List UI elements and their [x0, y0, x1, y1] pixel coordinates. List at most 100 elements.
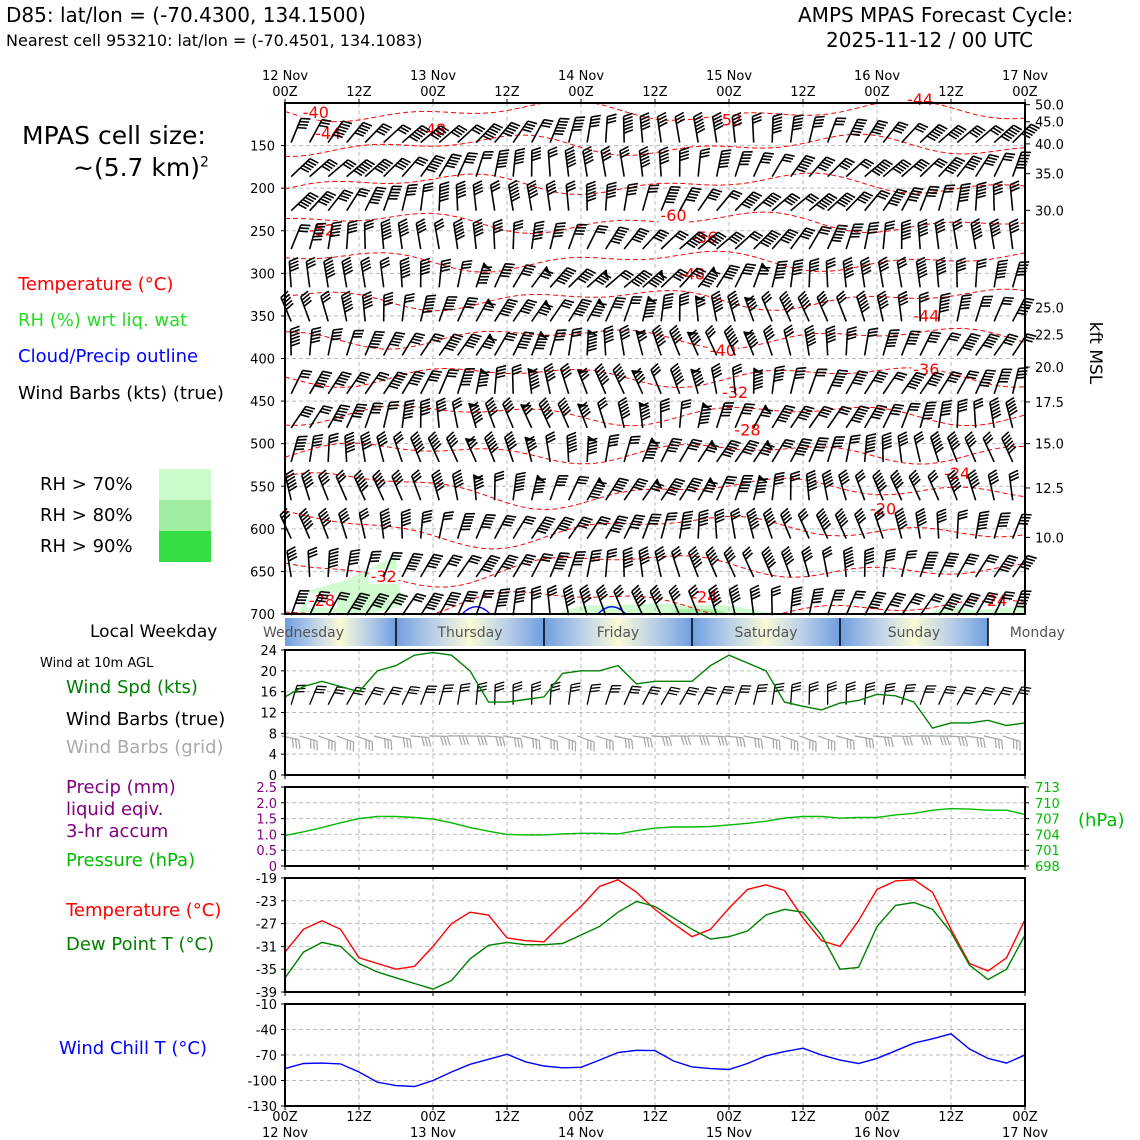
profile-wind-barb-feather	[766, 516, 775, 524]
profile-wind-barb-feather	[682, 520, 692, 524]
profile-wind-barb	[974, 154, 991, 178]
profile-wind-barb-feather	[313, 437, 323, 441]
profile-wind-barb-feather	[303, 519, 313, 528]
profile-wind-barb	[475, 151, 485, 177]
profile-wind-barb-feather	[700, 411, 711, 415]
profile-wind-barb-feather	[1002, 597, 1013, 600]
profile-wind-barb-feather	[623, 125, 634, 131]
profile-wind-barb-feather	[942, 403, 952, 407]
profile-wind-barb-feather	[1009, 469, 1019, 476]
precip-panel-ytick-label: 2.5	[256, 781, 277, 796]
profile-wind-barb-feather	[318, 200, 328, 206]
profile-wind-barb-feather	[1025, 335, 1035, 340]
profile-wind-barb-feather	[405, 292, 415, 297]
profile-wind-barb-feather	[963, 343, 974, 348]
profile-wind-barb-feather	[783, 324, 793, 331]
profile-wind-barb	[586, 551, 593, 578]
profile-wind-barb	[438, 512, 446, 539]
profile-wind-barb-feather	[522, 128, 532, 133]
profile-wind-barb-feather	[762, 549, 771, 557]
profile-wind-barb-feather	[764, 510, 773, 518]
bottom-hour-label: 00Z	[272, 1110, 298, 1125]
profile-wind-barb-feather	[343, 303, 353, 310]
profile-wind-barb-feather	[751, 594, 761, 600]
profile-wind-barb-feather	[659, 149, 669, 155]
profile-wind-barb-feather	[407, 564, 418, 568]
kft-tick-label: 17.5	[1035, 396, 1064, 411]
profile-wind-barb-feather	[985, 559, 996, 564]
profile-wind-barb-feather	[302, 369, 313, 373]
weekday-label: Saturday	[734, 625, 797, 641]
profile-wind-barb-feather	[381, 225, 391, 231]
profile-wind-barb-feather	[985, 597, 995, 602]
precip-panel-frame	[284, 786, 1026, 867]
profile-wind-barb-feather	[708, 481, 718, 485]
profile-wind-barb-feather	[533, 233, 543, 238]
bottom-hour-label: 12Z	[346, 1110, 372, 1125]
profile-wind-barb-feather	[655, 333, 664, 341]
dewpoint-line	[284, 900, 1026, 990]
profile-wind-barb-feather	[865, 158, 875, 165]
profile-wind-barb-feather	[582, 145, 592, 152]
profile-wind-barb-feather	[290, 325, 300, 331]
profile-wind-barb-feather	[653, 593, 662, 602]
profile-wind-barb	[623, 436, 632, 463]
profile-wind-barb-feather	[415, 218, 426, 225]
profile-wind-barb-feather	[483, 307, 493, 312]
profile-wind-barb-feather	[702, 405, 712, 409]
profile-wind-barb-feather	[360, 256, 370, 263]
profile-wind-barb-feather	[723, 546, 732, 554]
profile-wind-barb-feather	[286, 546, 296, 552]
profile-wind-barb-feather	[915, 507, 925, 514]
profile-wind-barb	[790, 227, 807, 250]
profile-wind-barb-feather	[688, 239, 698, 247]
profile-wind-barb-feather	[337, 128, 347, 133]
profile-wind-barb-feather	[825, 195, 835, 202]
profile-wind-barb-feather	[353, 169, 363, 177]
wind10m-barb-true	[642, 686, 653, 705]
profile-wind-barb-feather	[357, 403, 367, 407]
wind10m-barb-true-feather	[905, 687, 916, 690]
profile-wind-barb-feather	[358, 165, 368, 172]
profile-wind-barb-feather	[940, 295, 951, 300]
profile-wind-barb-feather	[417, 224, 427, 231]
profile-wind-barb-feather	[772, 123, 783, 128]
profile-wind-barb-feather	[408, 382, 419, 386]
top-date-label: 17 Nov	[1002, 69, 1048, 84]
profile-wind-barb-feather	[566, 600, 576, 607]
profile-wind-barb-feather	[620, 331, 630, 338]
profile-wind-barb	[595, 590, 607, 616]
profile-wind-barb-feather	[929, 379, 939, 384]
profile-wind-barb-feather	[656, 336, 665, 345]
wind10m-barb-true	[401, 686, 412, 705]
profile-wind-barb-feather	[360, 124, 371, 130]
profile-wind-barb-feather	[406, 567, 416, 571]
wind10m-barb-true	[623, 686, 633, 705]
profile-wind-barb	[586, 116, 593, 143]
profile-wind-barb-feather	[341, 290, 351, 297]
weekday-band	[840, 618, 988, 646]
profile-wind-barb-feather	[456, 183, 466, 189]
wind10m-barb-grid-feather	[1001, 739, 1004, 750]
profile-wind-barb-feather	[896, 513, 906, 521]
kft-tick-label: 20.0	[1035, 361, 1064, 376]
profile-wind-barb-feather	[635, 514, 646, 518]
wind10m-barb-grid-feather	[646, 737, 650, 748]
profile-wind-barb-feather	[672, 549, 681, 556]
profile-wind-barb-feather	[714, 508, 725, 514]
profile-wind-barb-feather	[380, 125, 390, 132]
temp-contour	[284, 250, 1026, 273]
profile-wind-barb-feather	[586, 193, 597, 199]
profile-wind-barb	[358, 513, 366, 539]
profile-wind-barb-feather	[606, 191, 617, 196]
profile-wind-barb-feather	[727, 290, 737, 298]
profile-wind-barb-feather	[709, 555, 718, 563]
profile-wind-barb-feather	[590, 117, 601, 121]
profile-wind-barb-feather	[635, 232, 646, 238]
profile-wind-barb	[913, 436, 921, 463]
profile-wind-barb-feather	[974, 127, 984, 134]
profile-wind-barb	[512, 120, 529, 144]
profile-wind-barb-feather	[412, 376, 422, 381]
profile-wind-barb-feather	[951, 161, 961, 167]
profile-wind-barb-feather	[882, 435, 892, 440]
